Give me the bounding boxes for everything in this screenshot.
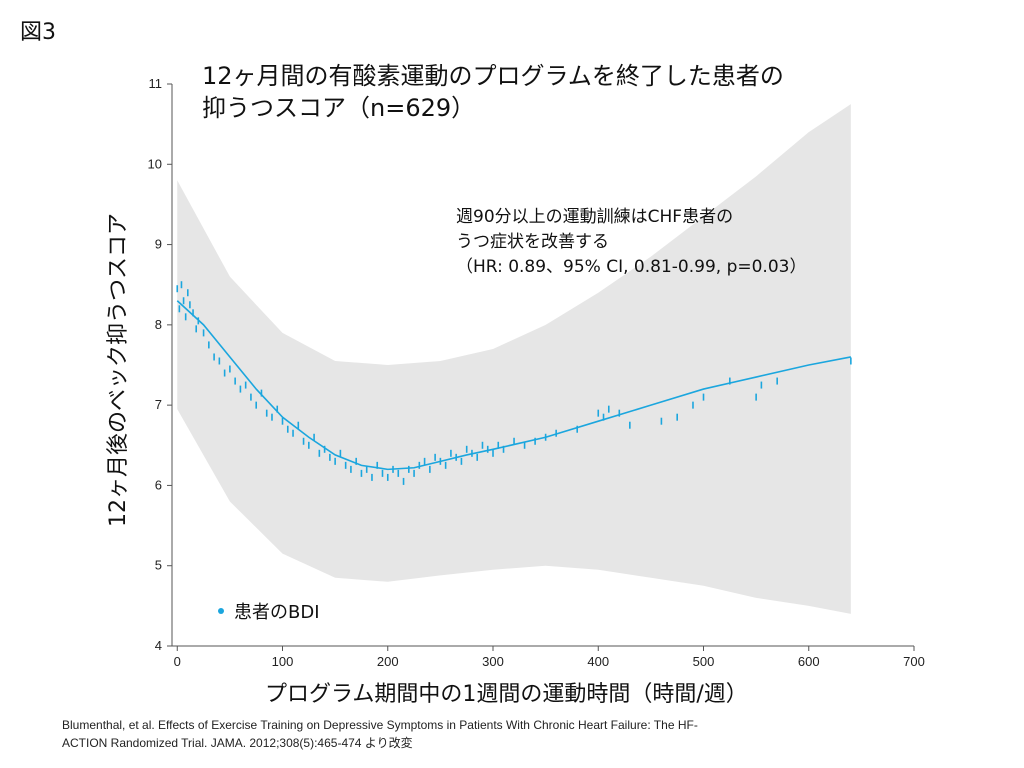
- annotation-line-3: （HR: 0.89、95% CI, 0.81-0.99, p=0.03）: [456, 257, 807, 277]
- y-tick-label: 7: [155, 397, 162, 412]
- legend-marker: [218, 608, 224, 614]
- x-tick-label: 400: [587, 654, 609, 669]
- result-annotation: 週90分以上の運動訓練はCHF患者の うつ症状を改善する （HR: 0.89、9…: [456, 205, 876, 280]
- chart-title-line-1: 12ヶ月間の有酸素運動のプログラムを終了した患者の: [202, 62, 784, 90]
- y-axis-label-container: 12ヶ月後のベック抑うつスコア: [96, 210, 136, 530]
- y-tick-label: 5: [155, 558, 162, 573]
- fit-line: [176, 300, 852, 471]
- y-axis-label: 12ヶ月後のベック抑うつスコア: [106, 213, 131, 527]
- legend: 患者のBDI: [218, 598, 320, 624]
- legend-label: 患者のBDI: [234, 602, 320, 623]
- x-tick-label: 700: [903, 654, 925, 669]
- x-axis-label: プログラム期間中の1週間の運動時間（時間/週）: [265, 682, 748, 707]
- y-tick-label: 6: [155, 477, 162, 492]
- y-tick-label: 8: [155, 317, 162, 332]
- x-tick-label: 600: [798, 654, 820, 669]
- confidence-band-layer: [177, 104, 851, 614]
- chart-title: 12ヶ月間の有酸素運動のプログラムを終了した患者の 抑うつスコア（n=629）: [202, 60, 882, 124]
- data-points-layer: [176, 281, 852, 485]
- fit-line-layer: [176, 300, 852, 471]
- annotation-line-1: 週90分以上の運動訓練はCHF患者の: [456, 207, 734, 227]
- x-tick-label: 500: [693, 654, 715, 669]
- x-tick-label: 0: [174, 654, 181, 669]
- y-tick-label: 4: [155, 638, 162, 653]
- figure-label: 図3: [20, 20, 56, 45]
- y-tick-label: 10: [148, 156, 162, 171]
- y-tick-label: 9: [155, 237, 162, 252]
- y-tick-label: 11: [149, 76, 163, 91]
- citation: Blumenthal, et al. Effects of Exercise T…: [62, 716, 962, 752]
- citation-line-2: ACTION Randomized Trial. JAMA. 2012;308(…: [62, 736, 413, 750]
- x-tick-label: 100: [272, 654, 294, 669]
- chart-title-line-2: 抑うつスコア（n=629）: [202, 94, 476, 122]
- axes-layer: 4 5 6 7 8 9 10 11 0 100 200 300 400 500 600 700: [148, 76, 925, 669]
- x-tick-label: 300: [482, 654, 504, 669]
- citation-line-1: Blumenthal, et al. Effects of Exercise T…: [62, 718, 698, 732]
- confidence-band: [177, 104, 851, 614]
- annotation-line-2: うつ症状を改善する: [456, 232, 609, 252]
- x-tick-label: 200: [377, 654, 399, 669]
